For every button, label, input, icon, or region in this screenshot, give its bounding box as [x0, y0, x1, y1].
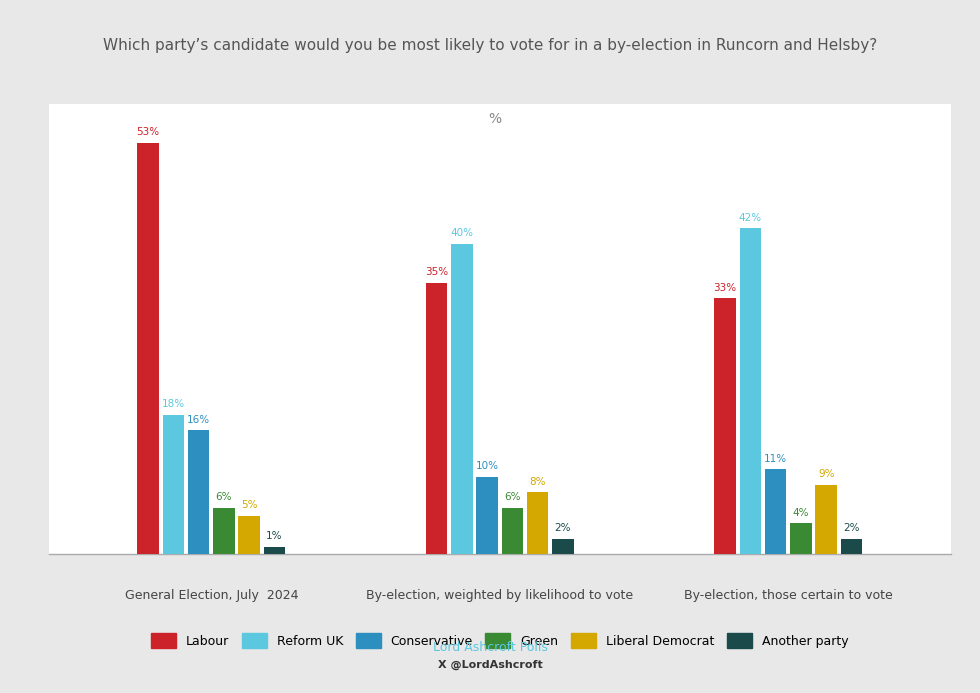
Bar — [214, 508, 234, 554]
Bar — [841, 539, 862, 554]
Text: 2%: 2% — [843, 523, 859, 534]
Text: 40%: 40% — [451, 228, 473, 238]
Bar — [527, 492, 549, 554]
Text: 8%: 8% — [529, 477, 546, 486]
Bar — [137, 143, 159, 554]
Text: 9%: 9% — [818, 469, 834, 479]
Text: By-election, those certain to vote: By-election, those certain to vote — [684, 589, 893, 602]
Bar — [765, 469, 786, 554]
Bar — [264, 547, 285, 554]
Text: 4%: 4% — [793, 508, 809, 518]
Bar — [451, 244, 472, 554]
Text: 18%: 18% — [162, 399, 185, 409]
Text: Which party’s candidate would you be most likely to vote for in a by-election in: Which party’s candidate would you be mos… — [103, 37, 877, 53]
Text: 16%: 16% — [187, 414, 211, 425]
Bar — [552, 539, 573, 554]
Text: X @LordAshcroft: X @LordAshcroft — [438, 660, 542, 670]
Bar — [188, 430, 210, 554]
Text: General Election, July  2024: General Election, July 2024 — [124, 589, 298, 602]
Bar — [815, 484, 837, 554]
Bar — [476, 477, 498, 554]
Bar — [502, 508, 523, 554]
Text: 35%: 35% — [425, 267, 448, 277]
Text: 10%: 10% — [475, 462, 499, 471]
Text: 5%: 5% — [241, 500, 258, 510]
Bar — [426, 283, 448, 554]
Text: 6%: 6% — [216, 492, 232, 502]
Bar — [790, 523, 811, 554]
Bar — [714, 298, 736, 554]
Text: 2%: 2% — [555, 523, 571, 534]
Text: 42%: 42% — [739, 213, 762, 222]
Text: 1%: 1% — [267, 532, 282, 541]
Bar — [740, 228, 761, 554]
Bar — [163, 414, 184, 554]
Text: 33%: 33% — [713, 283, 737, 292]
Legend: Labour, Reform UK, Conservative, Green, Liberal Democrat, Another party: Labour, Reform UK, Conservative, Green, … — [146, 629, 854, 653]
Text: Lord Ashcroft Polls: Lord Ashcroft Polls — [432, 642, 548, 654]
Text: 53%: 53% — [136, 128, 160, 137]
Text: %: % — [489, 112, 502, 125]
Bar — [238, 516, 260, 554]
Text: By-election, weighted by likelihood to vote: By-election, weighted by likelihood to v… — [367, 589, 633, 602]
Text: 6%: 6% — [504, 492, 520, 502]
Text: 11%: 11% — [764, 453, 787, 464]
